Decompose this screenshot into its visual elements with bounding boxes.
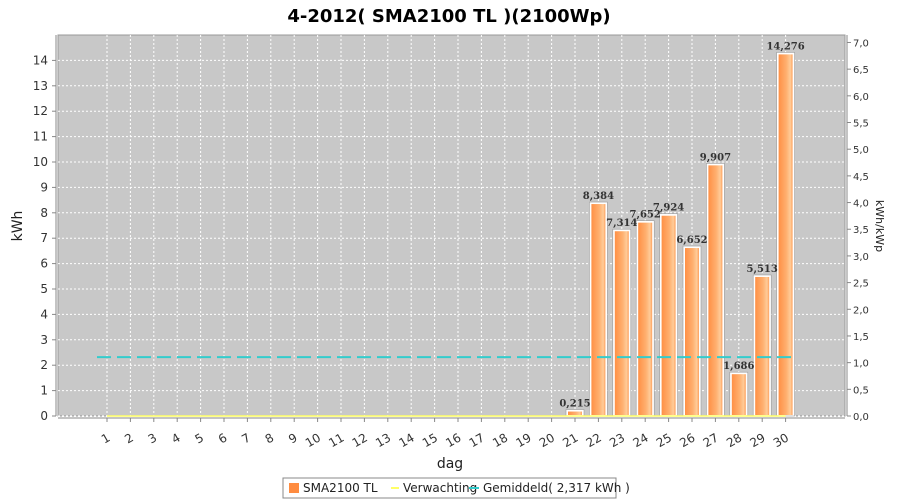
y-right-tick-label: 4,0 [853, 199, 869, 210]
legend: SMA2100 TL Verwachting Gemiddeld( 2,317 kW… [282, 477, 630, 499]
y-axis-right: 0,0 0,5 1,0 1,5 2,0 2,5 3,0 3,5 4,0 4,5 5,0 5,5 6,0 6… [846, 35, 869, 423]
y-tick-label: 7 [40, 231, 48, 245]
bar [659, 213, 678, 417]
y-tick-label: 9 [40, 180, 48, 194]
y-tick-label: 14 [33, 53, 48, 67]
bar-value-label: 8,384 [583, 191, 614, 202]
y-tick-label: 11 [33, 130, 48, 144]
bar [753, 274, 772, 417]
y-tick-label: 5 [40, 282, 48, 296]
y-tick-label: 0 [40, 409, 48, 423]
legend-box [282, 477, 617, 499]
y-right-tick-label: 2,5 [853, 279, 869, 290]
x-tick-label: 17 [467, 430, 487, 450]
bar-value-label: 7,652 [630, 210, 661, 221]
bar-value-label: 14,276 [766, 41, 804, 52]
x-tick-label: 23 [607, 430, 627, 450]
y-right-tick-label: 0,0 [853, 412, 869, 423]
x-tick-label: 7 [239, 430, 253, 446]
x-tick-label: 20 [537, 430, 557, 450]
bar [612, 229, 631, 417]
legend-label: Gemiddeld( 2,317 kWh ) [483, 481, 630, 495]
bar [776, 52, 795, 418]
legend-swatch-bar [289, 483, 299, 493]
y-axis-label: kWh [10, 211, 26, 242]
y-tick-label: 12 [33, 104, 48, 118]
bar [566, 409, 584, 418]
y-right-tick-label: 5,5 [853, 119, 869, 130]
x-tick-label: 4 [169, 430, 183, 446]
x-axis-label: dag [437, 456, 463, 472]
x-tick-label: 2 [122, 430, 136, 446]
y-right-tick-label: 5,0 [853, 145, 869, 156]
x-tick-label: 30 [771, 430, 791, 450]
x-axis: 1 2 3 4 5 6 7 8 9 10 11 12 13 14 15 16 17 18 19 20 21 22 23 24 2… [58, 417, 845, 450]
y-right-tick-label: 4,5 [853, 172, 869, 183]
bars [565, 52, 795, 418]
y-right-tick-label: 1,5 [853, 332, 869, 343]
x-tick-label: 10 [303, 430, 323, 450]
bar-value-label: 7,924 [653, 203, 684, 214]
bar-value-label: 6,652 [676, 235, 707, 246]
y-right-tick-label: 2,0 [853, 305, 869, 316]
bar-value-label: 9,907 [700, 152, 731, 163]
bar [729, 372, 748, 417]
x-tick-label: 21 [560, 430, 580, 450]
x-tick-label: 6 [216, 430, 230, 446]
y-right-tick-label: 3,5 [853, 225, 869, 236]
bar [706, 163, 725, 417]
x-tick-label: 22 [584, 430, 604, 450]
series-lines [97, 356, 796, 417]
plot-area [57, 34, 846, 417]
x-tick-label: 8 [263, 430, 277, 446]
y-right-tick-label: 0,5 [853, 385, 869, 396]
y-tick-label: 1 [40, 384, 48, 398]
bar-value-label: 7,314 [606, 218, 637, 229]
y-right-tick-label: 6,5 [853, 65, 869, 76]
y-tick-label: 6 [40, 257, 48, 271]
x-tick-label: 3 [146, 430, 160, 446]
y-tick-label: 10 [33, 155, 48, 169]
x-tick-label: 28 [724, 430, 744, 450]
x-tick-label: 26 [677, 430, 697, 450]
x-tick-label: 19 [513, 430, 533, 450]
y-axis-right-label: kWh/kWp [873, 200, 886, 252]
x-tick-label: 14 [396, 430, 416, 450]
y-tick-label: 3 [40, 333, 48, 347]
x-tick-label: 27 [701, 430, 721, 450]
bar-value-label: 0,215 [559, 399, 590, 410]
bar [589, 202, 608, 417]
bar-value-label: 5,513 [747, 264, 778, 275]
y-right-tick-label: 6,0 [853, 92, 869, 103]
legend-label: SMA2100 TL [303, 481, 378, 495]
y-tick-label: 2 [40, 358, 48, 372]
x-tick-label: 11 [326, 430, 346, 450]
x-tick-label: 13 [373, 430, 393, 450]
bar-value-label: 1,686 [723, 361, 754, 372]
y-tick-label: 4 [40, 307, 48, 321]
y-tick-label: 8 [40, 206, 48, 220]
y-tick-label: 13 [33, 79, 48, 93]
x-tick-label: 16 [443, 430, 463, 450]
x-tick-label: 29 [747, 430, 767, 450]
x-tick-label: 15 [420, 430, 440, 450]
x-tick-label: 5 [192, 430, 206, 446]
chart-title: 4-2012( SMA2100 TL )(2100Wp) [287, 6, 610, 27]
bar [683, 246, 701, 417]
x-tick-label: 1 [99, 430, 113, 446]
y-right-tick-label: 1,0 [853, 359, 869, 370]
y-right-tick-label: 7,0 [853, 38, 869, 49]
x-tick-label: 12 [350, 430, 370, 450]
legend-label: Verwachting [403, 481, 477, 495]
x-tick-label: 18 [490, 430, 510, 450]
x-tick-label: 25 [654, 430, 674, 450]
x-tick-label: 9 [286, 430, 300, 446]
y-right-tick-label: 3,0 [853, 252, 869, 263]
bar [636, 220, 655, 417]
x-tick-label: 24 [630, 430, 650, 450]
